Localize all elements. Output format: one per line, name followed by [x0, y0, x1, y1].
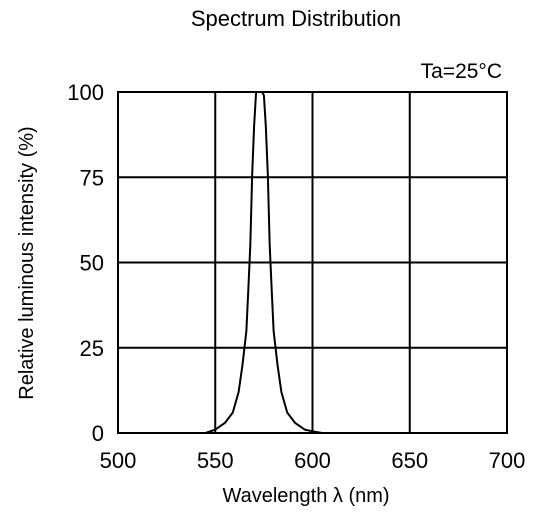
- chart-title: Spectrum Distribution: [191, 6, 401, 31]
- tick-labels: 500 550 600 650 700 0 25 50 75 100: [67, 80, 525, 473]
- y-tick-label: 25: [80, 336, 104, 361]
- series-layer: [118, 91, 507, 434]
- plot-frame: [117, 91, 508, 434]
- series-line: [118, 91, 507, 434]
- y-tick-label: 75: [80, 165, 104, 190]
- grid: [118, 92, 507, 433]
- y-axis-label: Relative luminous intensity (%): [16, 126, 38, 399]
- temperature-annotation: Ta=25°C: [421, 60, 502, 83]
- x-tick-label: 600: [294, 448, 331, 473]
- x-tick-label: 700: [489, 448, 526, 473]
- x-axis-label: Wavelength λ (nm): [222, 485, 389, 507]
- x-tick-label: 650: [391, 448, 428, 473]
- y-tick-label: 50: [80, 251, 104, 276]
- x-tick-label: 550: [197, 448, 234, 473]
- y-tick-label: 0: [92, 421, 104, 446]
- x-tick-label: 500: [100, 448, 137, 473]
- y-tick-label: 100: [67, 80, 104, 105]
